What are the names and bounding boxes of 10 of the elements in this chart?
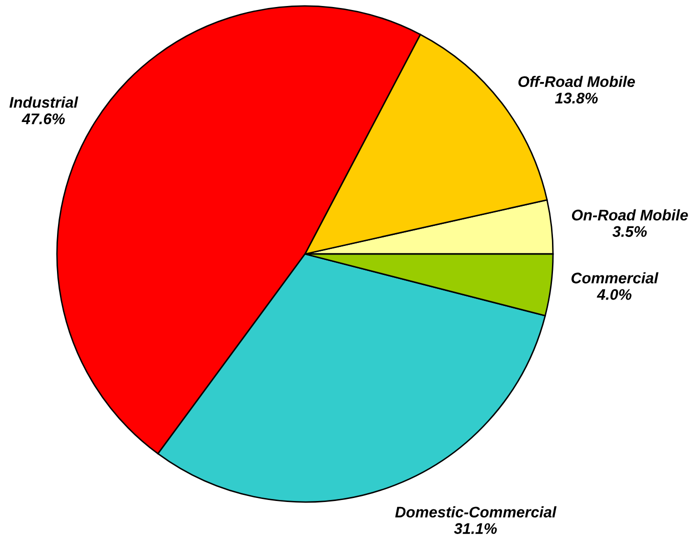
data-label: 13.8%: [555, 92, 598, 104]
data-label: 47.6%: [22, 113, 65, 124]
slice-label: Off-Road Mobile: [518, 76, 635, 88]
slice-label: Industrial: [9, 96, 78, 108]
slice-label: Domestic-Commercial: [395, 506, 557, 518]
slice-label: Commercial: [571, 272, 658, 284]
data-label: 3.5%: [612, 226, 647, 237]
slice-label: On-Road Mobile: [572, 209, 688, 220]
data-label: 31.1%: [454, 523, 497, 534]
data-label: 4.0%: [596, 289, 632, 300]
